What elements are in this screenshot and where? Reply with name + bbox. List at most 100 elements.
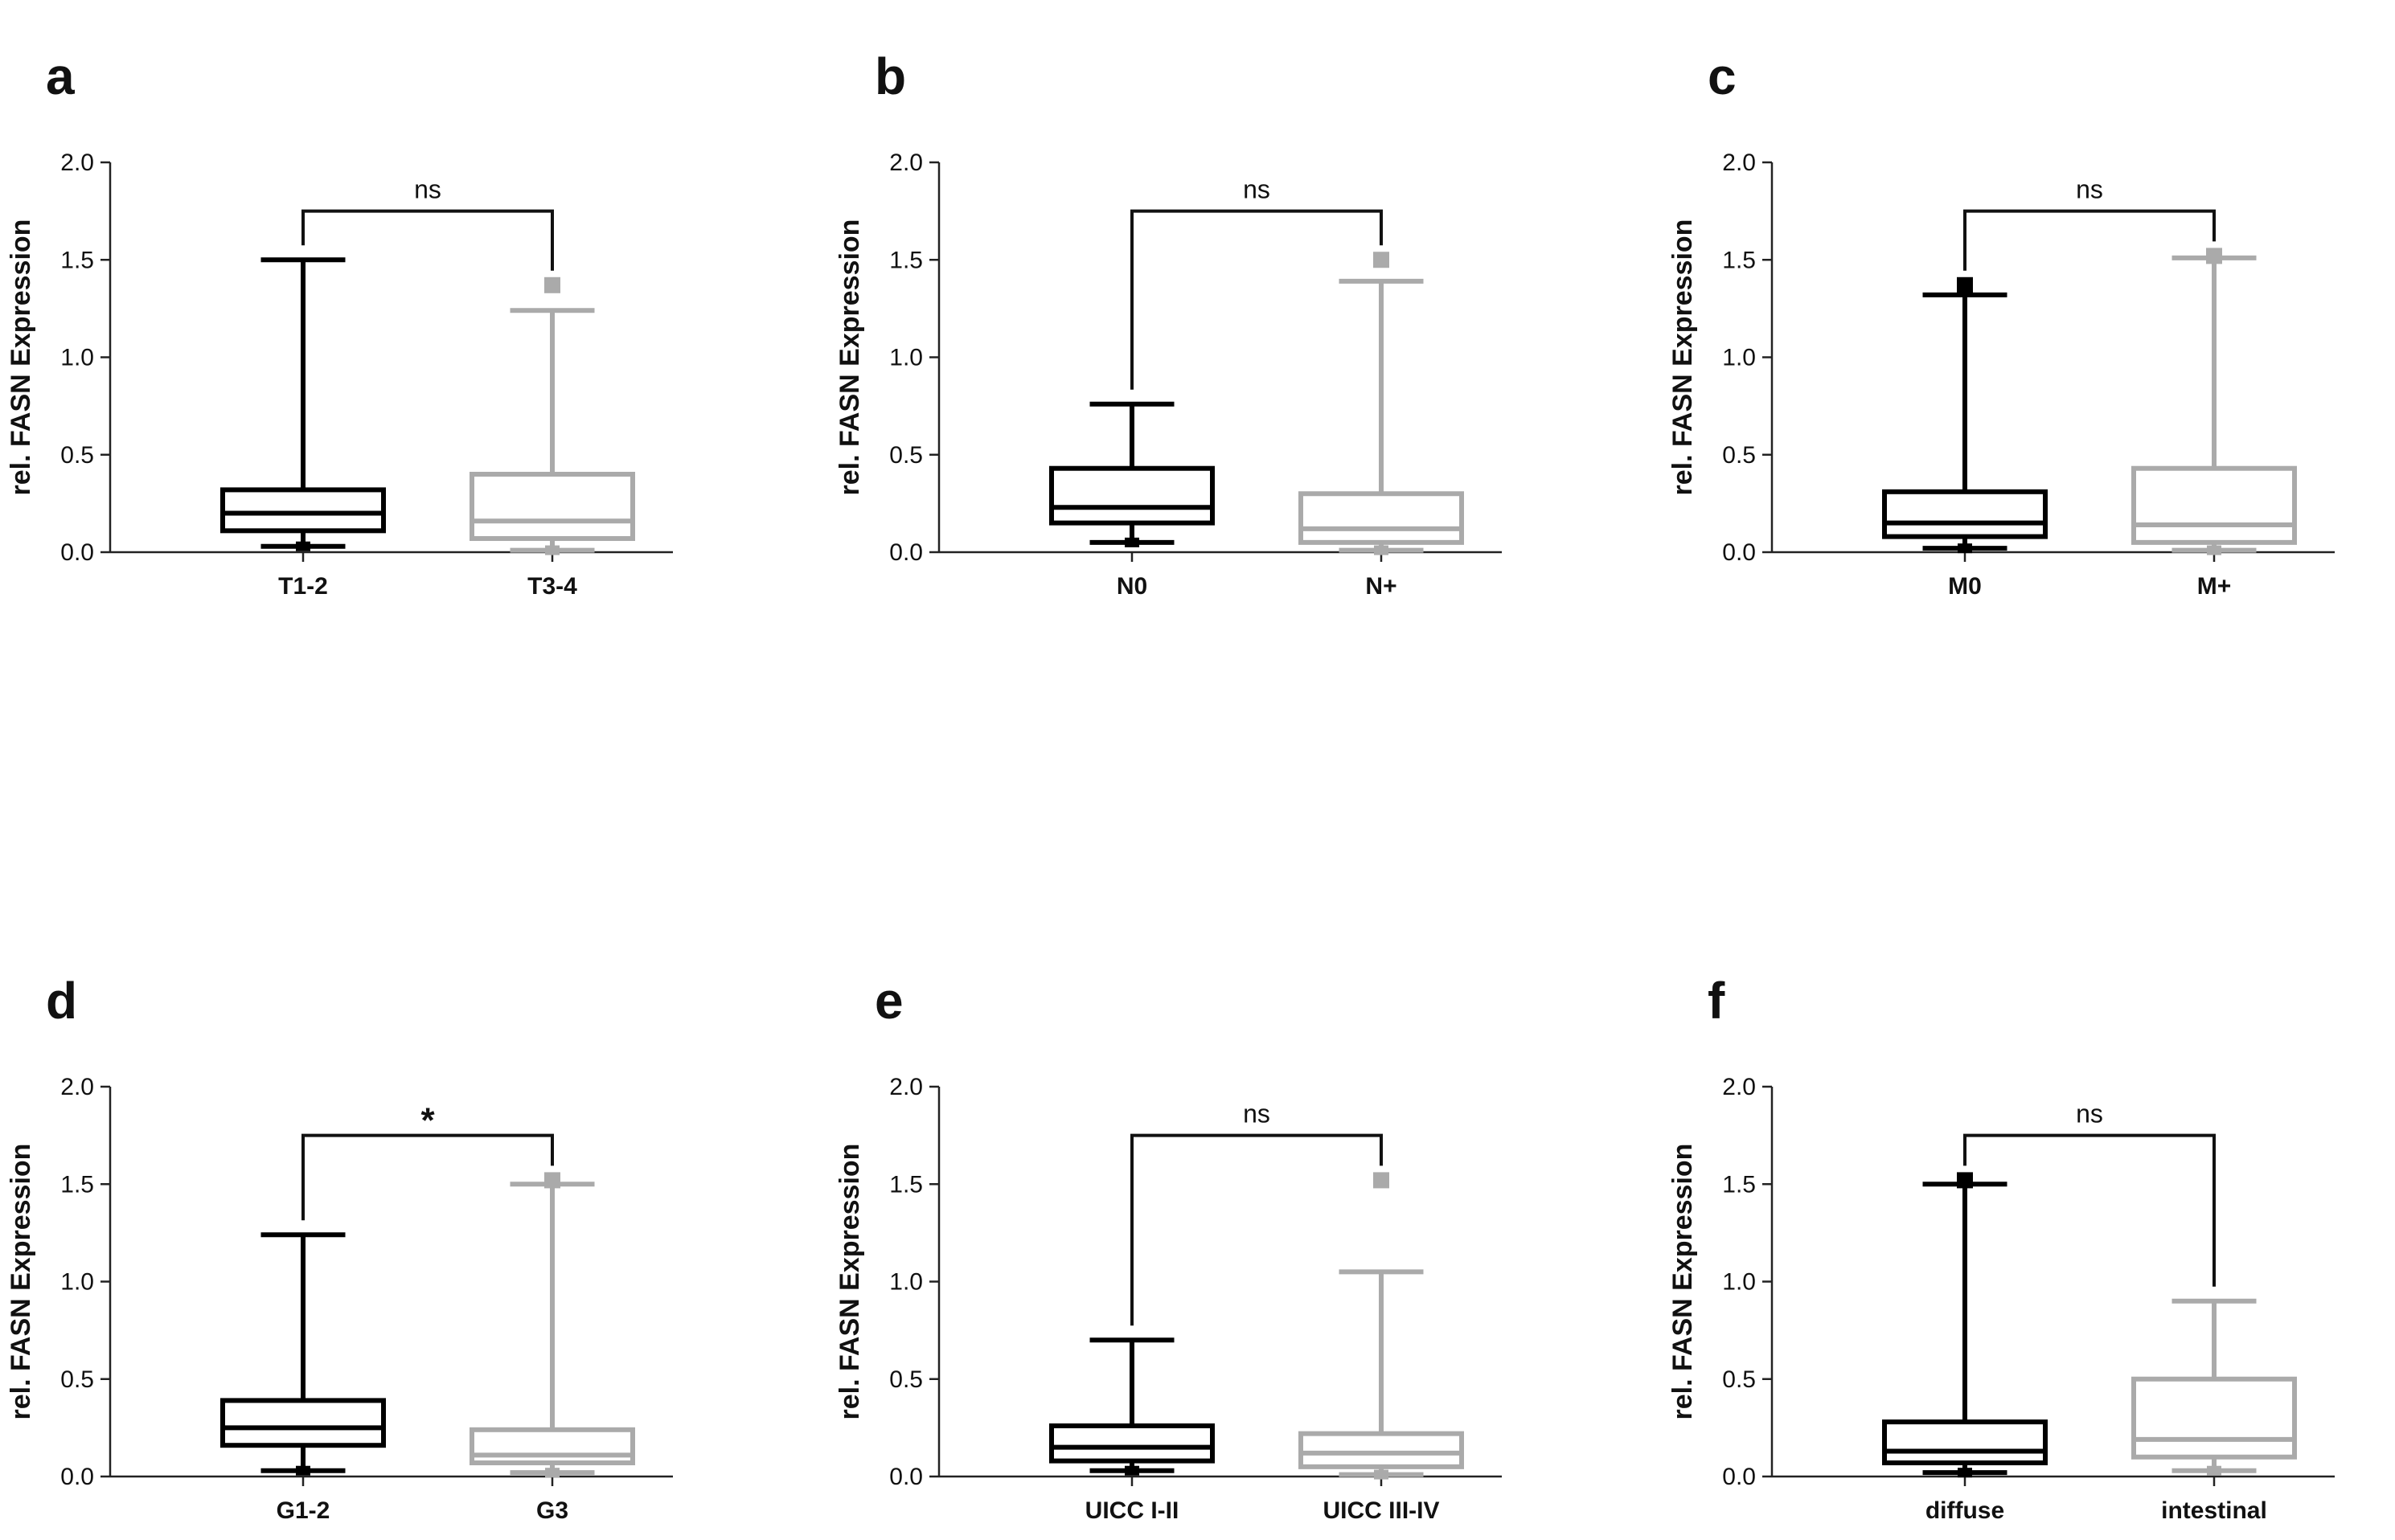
y-axis-label: rel. FASN Expression [1667,219,1698,496]
panel-e: e 0.0 0.5 1.0 1.5 2.0 rel. FASN Expression UICC… [835,972,1502,1524]
box-group-1: G3 [470,1172,635,1524]
y-axis-label: rel. FASN Expression [6,1144,36,1420]
category-label: N+ [1365,573,1396,600]
low-point [1958,1468,1972,1478]
low-point [1125,537,1139,547]
significance-bracket [1130,1133,1383,1326]
box-group-1: T3-4 [470,276,635,600]
box-group-0: N0 [1049,401,1215,600]
y-tick-label: 0.0 [889,539,923,566]
category-label: UICC III-IV [1323,1497,1439,1524]
significance-bracket [301,209,554,271]
y-tick-label: 1.5 [889,247,923,273]
significance-bracket [1963,1133,2216,1287]
y-axis-label: rel. FASN Expression [835,219,865,496]
significance-label: ns [1243,1100,1270,1128]
category-label: M0 [1948,573,1982,600]
panel-b: b 0.0 0.5 1.0 1.5 2.0 rel. FASN Expression N0 N+… [835,47,1502,600]
low-point [2207,545,2221,555]
category-label: M+ [2197,573,2232,600]
category-label: UICC I-II [1085,1497,1179,1524]
panel-c: c 0.0 0.5 1.0 1.5 2.0 rel. FASN Expression M0 M+… [1667,47,2335,600]
y-tick-label: 1.0 [1722,345,1756,371]
category-label: G3 [536,1497,568,1524]
significance-bracket [1963,209,2216,271]
category-label: intestinal [2161,1497,2267,1524]
box-group-0: diffuse [1882,1172,2048,1524]
significance-bracket [301,1133,554,1221]
panel-d: d 0.0 0.5 1.0 1.5 2.0 rel. FASN Expression G1-2… [6,972,673,1524]
significance-label: ns [2076,175,2103,204]
y-tick-label: 0.5 [1722,1366,1756,1393]
y-tick-label: 0.0 [60,539,94,566]
panel-letter-e: e [875,972,904,1030]
box-iqr [1882,489,2048,539]
outlier-point [2206,248,2222,264]
y-tick-label: 0.5 [60,1366,94,1393]
low-point [296,541,310,551]
y-tick-label: 2.0 [60,1074,94,1100]
low-point [2207,1465,2221,1476]
box-iqr [1049,465,1215,526]
box-iqr [470,1427,635,1466]
box-iqr [220,1398,386,1448]
y-tick-label: 0.5 [889,442,923,469]
y-tick-label: 1.5 [60,247,94,273]
box-iqr [1298,1431,1464,1469]
panel-letter-f: f [1708,972,1725,1030]
outlier-point [1957,1172,1973,1189]
y-tick-label: 2.0 [60,149,94,176]
box-iqr [2131,1376,2297,1460]
box-group-1: intestinal [2131,1298,2297,1524]
y-tick-label: 1.0 [889,1269,923,1296]
panel-letter-a: a [46,47,75,105]
panel-letter-d: d [46,972,77,1030]
category-label: N0 [1117,573,1147,600]
low-point [296,1465,310,1476]
box-group-1: UICC III-IV [1298,1172,1464,1524]
box-group-1: M+ [2131,248,2297,600]
box-iqr [1882,1419,2048,1466]
low-point [545,545,560,555]
box-group-0: M0 [1882,276,2048,600]
y-axis-label: rel. FASN Expression [1667,1144,1698,1420]
y-tick-label: 1.5 [1722,247,1756,273]
y-tick-label: 2.0 [1722,1074,1756,1100]
significance-label: * [420,1101,435,1141]
outlier-point [544,1172,560,1189]
box-iqr [1049,1423,1215,1464]
significance-label: ns [2076,1100,2103,1128]
box-group-0: G1-2 [220,1232,386,1524]
y-tick-label: 1.0 [889,345,923,371]
low-point [1958,543,1972,554]
y-axis-label: rel. FASN Expression [835,1144,865,1420]
category-label: G1-2 [277,1497,330,1524]
y-tick-label: 0.5 [60,442,94,469]
significance-label: ns [1243,175,1270,204]
panel-letter-c: c [1708,47,1737,105]
outlier-point [1373,1172,1389,1189]
panel-f: f 0.0 0.5 1.0 1.5 2.0 rel. FASN Expression diff… [1667,972,2335,1524]
significance-label: ns [414,175,441,204]
y-tick-label: 0.0 [60,1464,94,1490]
box-group-0: T1-2 [220,257,386,600]
significance-bracket [1130,209,1383,390]
low-point [545,1468,560,1478]
y-tick-label: 0.0 [889,1464,923,1490]
category-label: diffuse [1925,1497,2004,1524]
y-tick-label: 1.0 [1722,1269,1756,1296]
y-tick-label: 2.0 [889,1074,923,1100]
y-tick-label: 1.0 [60,1269,94,1296]
outlier-point [1373,252,1389,268]
y-tick-label: 2.0 [1722,149,1756,176]
y-tick-label: 1.5 [889,1171,923,1198]
y-tick-label: 2.0 [889,149,923,176]
y-tick-label: 0.0 [1722,1464,1756,1490]
box-iqr [1298,491,1464,545]
panel-letter-b: b [875,47,906,105]
outlier-point [1957,276,1973,293]
category-label: T3-4 [527,573,577,600]
low-point [1125,1465,1139,1476]
low-point [1374,545,1388,555]
y-tick-label: 0.5 [889,1366,923,1393]
